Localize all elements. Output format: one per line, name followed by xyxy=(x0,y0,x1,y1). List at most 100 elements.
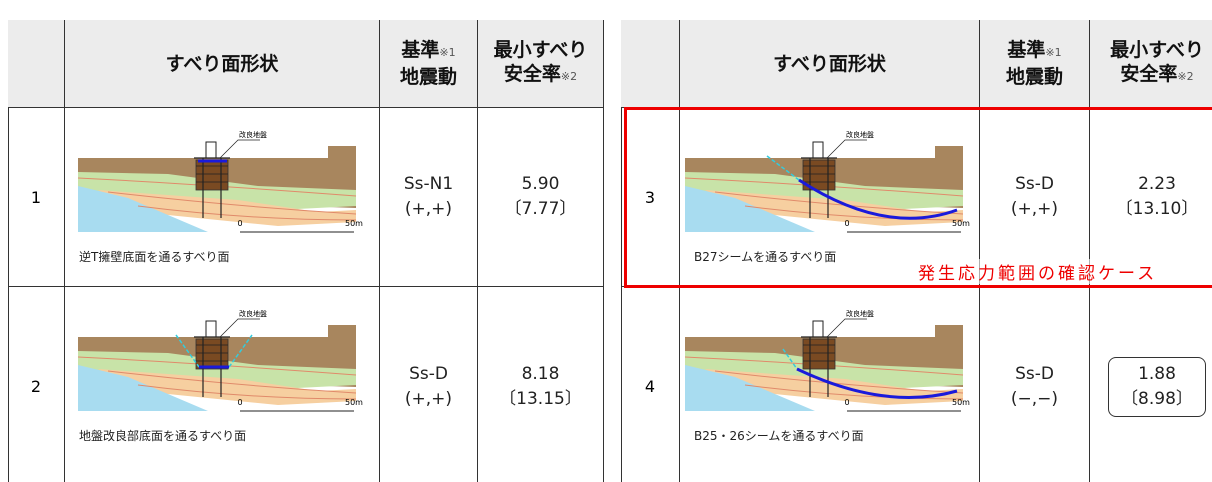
scale-end: 50m xyxy=(952,219,970,228)
header-cell: 基準※1 地震動 xyxy=(380,20,478,108)
leader xyxy=(826,318,867,338)
scale-end: 50m xyxy=(952,398,970,407)
header-line: 安全率※2 xyxy=(504,62,577,89)
highlight-box xyxy=(624,107,1212,288)
retaining-wall xyxy=(205,320,216,338)
header-text: 基準 xyxy=(1007,39,1046,61)
number-cell: 2 xyxy=(8,287,65,482)
sf-bracket: 〔13.15〕 xyxy=(499,388,582,409)
row-number: 4 xyxy=(644,377,656,396)
sf-bracket: 〔8.98〕 xyxy=(1121,388,1193,409)
sf-cell: 5.90 〔7.77〕 xyxy=(478,108,604,287)
scale-start: 0 xyxy=(844,219,849,228)
header-text: 安全率 xyxy=(1120,63,1178,85)
retaining-wall xyxy=(812,320,824,338)
diagram: 改良地盤 0 50m xyxy=(77,130,363,233)
slip-surface xyxy=(766,155,800,181)
number-cell: 4 xyxy=(621,287,680,482)
header-text: 最小すべり xyxy=(1110,39,1204,61)
motion-cell: Ss-D (−,−) xyxy=(980,287,1090,482)
header-line: 安全率※2 xyxy=(1120,62,1193,89)
header-cell: すべり面形状 xyxy=(680,20,980,108)
retaining-wall xyxy=(205,141,216,159)
caption: 逆T擁壁底面を通るすべり面 xyxy=(79,250,230,264)
terrain xyxy=(685,186,815,232)
header-text: 地震動 xyxy=(1005,66,1063,88)
slip-surface xyxy=(796,367,958,399)
header-note: ※2 xyxy=(560,70,578,83)
header-cell: 最小すべり 安全率※2 xyxy=(478,20,604,108)
shape-cell: 改良地盤 0 50m B27シームを通るすべり面 xyxy=(680,108,980,287)
header-cell xyxy=(621,20,680,108)
shape-cell: 改良地盤 0 50m B25・26シームを通るすべり面 xyxy=(680,287,980,482)
header-note: ※1 xyxy=(1045,46,1062,59)
scale-end: 50m xyxy=(345,398,363,407)
scale-start: 0 xyxy=(237,219,242,228)
caption: B27シームを通るすべり面 xyxy=(694,250,837,264)
header-note: ※2 xyxy=(1177,70,1194,83)
diagram-wrap: 改良地盤 0 50m xyxy=(684,128,975,244)
row-number: 3 xyxy=(644,187,656,207)
slip-surface xyxy=(227,334,253,368)
header-cell xyxy=(8,20,65,108)
header-text: 基準 xyxy=(401,39,440,61)
diagram-label: 改良地盤 xyxy=(239,309,267,318)
sf-cell: 8.18 〔13.15〕 xyxy=(478,287,604,482)
diagram-wrap: 改良地盤 0 50m xyxy=(77,128,368,244)
terrain xyxy=(77,365,208,411)
header-text: 地震動 xyxy=(399,66,457,88)
leader xyxy=(826,139,867,159)
slip-surface xyxy=(782,348,798,370)
diagram-label: 改良地盤 xyxy=(846,309,874,318)
row-number: 1 xyxy=(30,187,42,207)
stratum xyxy=(107,370,356,394)
sf-bracket: 〔7.77〕 xyxy=(504,199,577,219)
stratum xyxy=(714,191,964,215)
scale-start: 0 xyxy=(237,398,242,407)
shape-cell: 改良地盤 0 50m 地盤改良部底面を通るすべり面 xyxy=(65,287,380,482)
header-text: 最小すべり xyxy=(493,39,588,61)
header-cell: すべり面形状 xyxy=(65,20,380,108)
stratum xyxy=(137,205,356,221)
sf-cell: 1.88 〔8.98〕 xyxy=(1090,287,1212,482)
leader xyxy=(219,139,260,159)
motion-cell: Ss-D (+,+) xyxy=(380,287,478,482)
slip-surface xyxy=(798,178,958,220)
wall xyxy=(195,338,228,370)
sf: 2.23 xyxy=(1138,174,1176,194)
stratum xyxy=(744,384,964,400)
terrain xyxy=(77,186,208,232)
sign: (−,−) xyxy=(1010,388,1059,409)
annotation: 発生応力範囲の確認ケース xyxy=(918,259,1158,284)
stratum xyxy=(137,384,356,400)
terrain xyxy=(685,365,815,411)
sf-cell: 2.23 〔13.10〕 xyxy=(1090,108,1212,287)
motion-cell: Ss-N1 (+,+) xyxy=(380,108,478,287)
motion: Ss-D xyxy=(409,363,448,384)
header-cell: 最小すべり 安全率※2 xyxy=(1090,20,1212,108)
stratum xyxy=(107,191,356,215)
wall xyxy=(195,159,228,191)
sf: 5.90 xyxy=(521,174,560,194)
slip-surface xyxy=(174,334,200,368)
diagram: 改良地盤 0 50m xyxy=(684,309,970,412)
shape-cell: 改良地盤 0 50m 逆T擁壁底面を通るすべり面 xyxy=(65,108,380,287)
header-line: 基準※1 xyxy=(1007,38,1061,65)
header-text: 安全率 xyxy=(503,63,561,85)
header-text: すべり面形状 xyxy=(773,52,886,75)
diagram: 改良地盤 0 50m xyxy=(77,309,363,412)
motion: Ss-N1 xyxy=(403,174,454,194)
sf: 8.18 xyxy=(521,363,560,384)
terrain xyxy=(97,369,356,405)
diagram: 改良地盤 0 50m xyxy=(684,130,970,233)
wall xyxy=(802,338,836,370)
sf-bracket: 〔13.10〕 xyxy=(1115,199,1199,219)
diagram-wrap: 改良地盤 0 50m xyxy=(684,307,975,423)
leader xyxy=(219,318,260,338)
sign: (+,+) xyxy=(1010,199,1059,219)
sf: 1.88 xyxy=(1138,363,1176,384)
scale-end: 50m xyxy=(345,219,363,228)
header-line: 基準※1 xyxy=(401,38,455,65)
sign: (+,+) xyxy=(404,388,453,409)
